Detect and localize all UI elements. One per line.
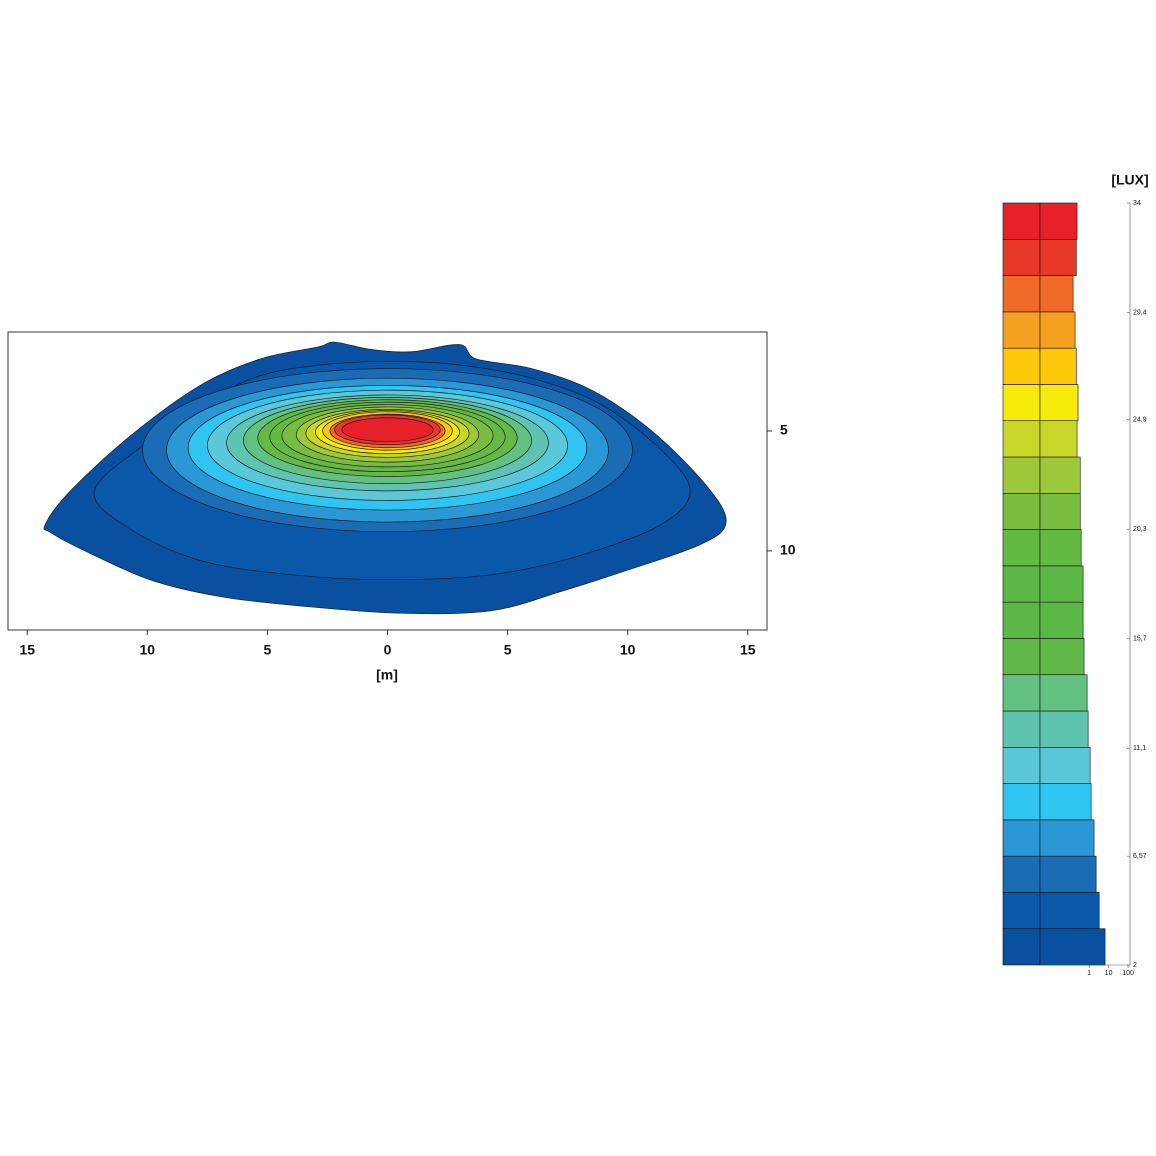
legend-swatch xyxy=(1002,710,1041,748)
legend-bar xyxy=(1039,601,1084,639)
legend-y-tick-label: 24,9 xyxy=(1133,417,1147,424)
legend-bar xyxy=(1039,456,1081,494)
legend-bar xyxy=(1039,492,1081,530)
legend-bar xyxy=(1039,275,1074,313)
legend-bar xyxy=(1039,892,1100,930)
legend-bar xyxy=(1039,783,1092,821)
legend-x-tick-label: 100 xyxy=(1122,970,1134,977)
legend-swatch xyxy=(1002,238,1041,276)
legend-bar xyxy=(1039,819,1095,857)
legend-swatch xyxy=(1002,311,1041,349)
x-tick-label: 5 xyxy=(264,642,272,658)
legend-swatch xyxy=(1002,819,1041,857)
legend-swatch xyxy=(1002,420,1041,458)
legend-swatch xyxy=(1002,202,1041,240)
x-tick-label: 0 xyxy=(384,642,392,658)
isolux-region xyxy=(341,417,434,443)
legend-bar xyxy=(1039,710,1089,748)
legend-y-tick-label: 15,7 xyxy=(1133,636,1147,643)
legend-swatch xyxy=(1002,601,1041,639)
legend-title: [LUX] xyxy=(1111,172,1148,188)
legend-swatch xyxy=(1002,855,1041,893)
legend-bar xyxy=(1039,674,1088,712)
x-tick-label: 5 xyxy=(504,642,512,658)
legend-swatch xyxy=(1002,384,1041,422)
legend-bar xyxy=(1039,928,1106,966)
legend-bar xyxy=(1039,565,1084,603)
legend-bar xyxy=(1039,384,1079,422)
legend-y-tick-label: 2 xyxy=(1133,962,1137,969)
legend-bar xyxy=(1039,311,1076,349)
x-axis-label: [m] xyxy=(376,667,398,683)
legend-bar xyxy=(1039,638,1085,676)
legend-bar xyxy=(1039,529,1082,567)
legend-swatch xyxy=(1002,347,1041,385)
y-tick-label: 10 xyxy=(780,542,796,558)
x-tick-label: 10 xyxy=(620,642,636,658)
legend-swatch xyxy=(1002,456,1041,494)
legend-bar xyxy=(1039,420,1078,458)
legend-swatch xyxy=(1002,746,1041,784)
x-tick-label: 15 xyxy=(740,642,756,658)
x-tick-label: 10 xyxy=(140,642,156,658)
legend-swatch xyxy=(1002,928,1041,966)
y-tick-label: 5 xyxy=(780,422,788,438)
legend-x-tick-label: 10 xyxy=(1105,970,1113,977)
legend-x-tick-label: 1 xyxy=(1087,970,1091,977)
legend-y-tick-label: 6,57 xyxy=(1133,853,1147,860)
contour-map xyxy=(43,341,727,615)
x-tick-label: 15 xyxy=(19,642,35,658)
legend-y-tick-label: 11,1 xyxy=(1133,745,1146,752)
legend-swatch xyxy=(1002,783,1041,821)
legend-swatch xyxy=(1002,638,1041,676)
legend-y-tick-label: 20,3 xyxy=(1133,526,1147,533)
legend-swatch xyxy=(1002,565,1041,603)
legend-bar xyxy=(1039,746,1091,784)
legend-bar xyxy=(1039,202,1078,240)
legend-bar xyxy=(1039,855,1097,893)
legend-y-tick-label: 34 xyxy=(1133,200,1141,207)
legend-swatch xyxy=(1002,275,1041,313)
legend-swatch xyxy=(1002,674,1041,712)
legend-y-tick-label: 29,4 xyxy=(1133,309,1147,316)
legend-swatch xyxy=(1002,492,1041,530)
legend-bar xyxy=(1039,238,1077,276)
legend-bar xyxy=(1039,347,1077,385)
legend-swatch xyxy=(1002,892,1041,930)
legend-swatch xyxy=(1002,529,1041,567)
